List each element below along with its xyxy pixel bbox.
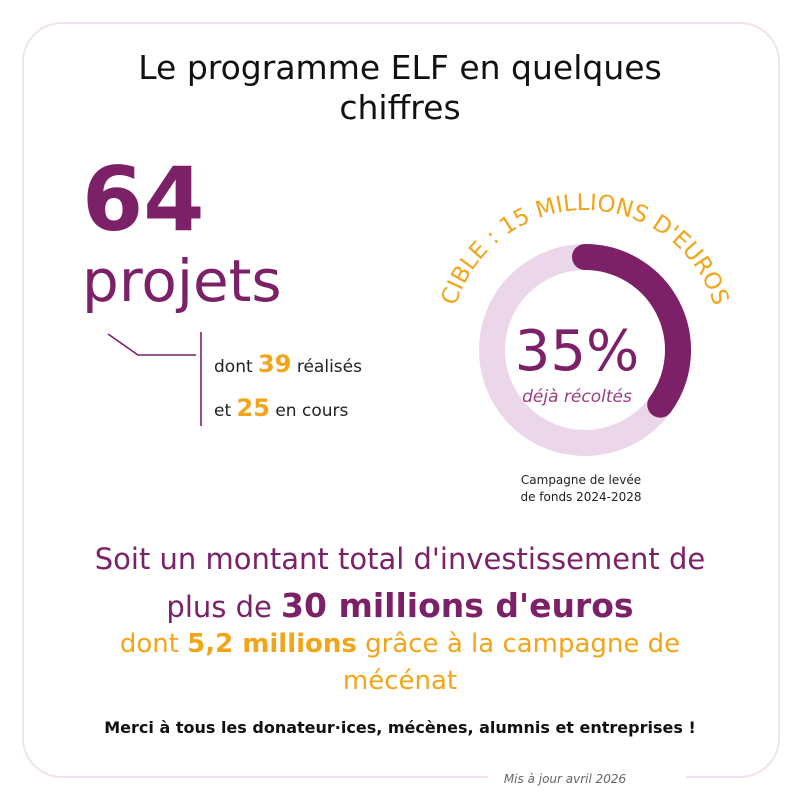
detail-suffix-1: réalisés bbox=[291, 357, 362, 377]
summary-line-1: Soit un montant total d'investissement d… bbox=[94, 542, 706, 576]
caption-line-2: de fonds 2024-2028 bbox=[520, 490, 642, 504]
projects-ongoing-count: 25 bbox=[236, 394, 270, 422]
summary-line-3: dont 5,2 millions grâce à la campagne de… bbox=[100, 626, 700, 700]
collected-label: déjà récoltés bbox=[522, 387, 632, 407]
projects-completed-line: dont 39 réalisés bbox=[214, 350, 362, 378]
summary-line-3-prefix: dont bbox=[119, 629, 188, 659]
bracket-connector bbox=[107, 332, 202, 426]
projects-label: projets bbox=[82, 247, 282, 315]
summary-line-2: plus de 30 millions d'euros bbox=[60, 584, 740, 629]
frame-gap bbox=[488, 766, 686, 786]
detail-prefix-1: dont bbox=[214, 357, 259, 377]
total-investment: 30 millions d'euros bbox=[281, 586, 634, 625]
campaign-caption: Campagne de levée de fonds 2024-2028 bbox=[496, 472, 666, 506]
donut-progress bbox=[572, 244, 691, 418]
page-title: Le programme ELF en quelques chiffres bbox=[138, 48, 662, 127]
projects-ongoing-line: et 25 en cours bbox=[214, 394, 348, 422]
projects-completed-count: 39 bbox=[258, 350, 292, 378]
campaign-donut: CIBLE : 15 MILLIONS D'EUROS 35% déjà réc… bbox=[437, 190, 730, 456]
campaign-amount: 5,2 millions bbox=[187, 629, 357, 659]
summary-line-3-suffix: grâce à la campagne de mécénat bbox=[342, 629, 681, 696]
summary-line-2-prefix: plus de bbox=[166, 590, 282, 624]
detail-prefix-2: et bbox=[214, 401, 237, 421]
percent-value: 35% bbox=[515, 319, 639, 384]
caption-line-1: Campagne de levée bbox=[520, 473, 642, 487]
detail-suffix-2: en cours bbox=[269, 401, 349, 421]
update-date: Mis à jour avril 2026 bbox=[503, 772, 627, 786]
thanks-message: Merci à tous les donateur·ices, mécènes,… bbox=[104, 718, 696, 737]
card-frame bbox=[22, 22, 780, 778]
projects-total: 64 bbox=[82, 148, 205, 251]
